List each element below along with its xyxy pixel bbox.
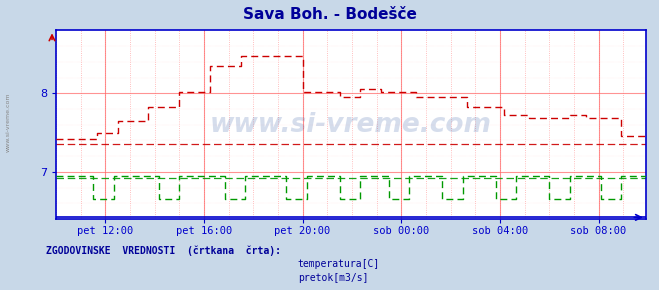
- Text: pretok[m3/s]: pretok[m3/s]: [298, 273, 368, 283]
- Text: www.si-vreme.com: www.si-vreme.com: [210, 112, 492, 138]
- Text: Sava Boh. - Bodešče: Sava Boh. - Bodešče: [243, 7, 416, 22]
- Text: temperatura[C]: temperatura[C]: [298, 259, 380, 269]
- Text: www.si-vreme.com: www.si-vreme.com: [6, 92, 11, 152]
- Text: ZGODOVINSKE  VREDNOSTI  (črtkana  črta):: ZGODOVINSKE VREDNOSTI (črtkana črta):: [46, 245, 281, 255]
